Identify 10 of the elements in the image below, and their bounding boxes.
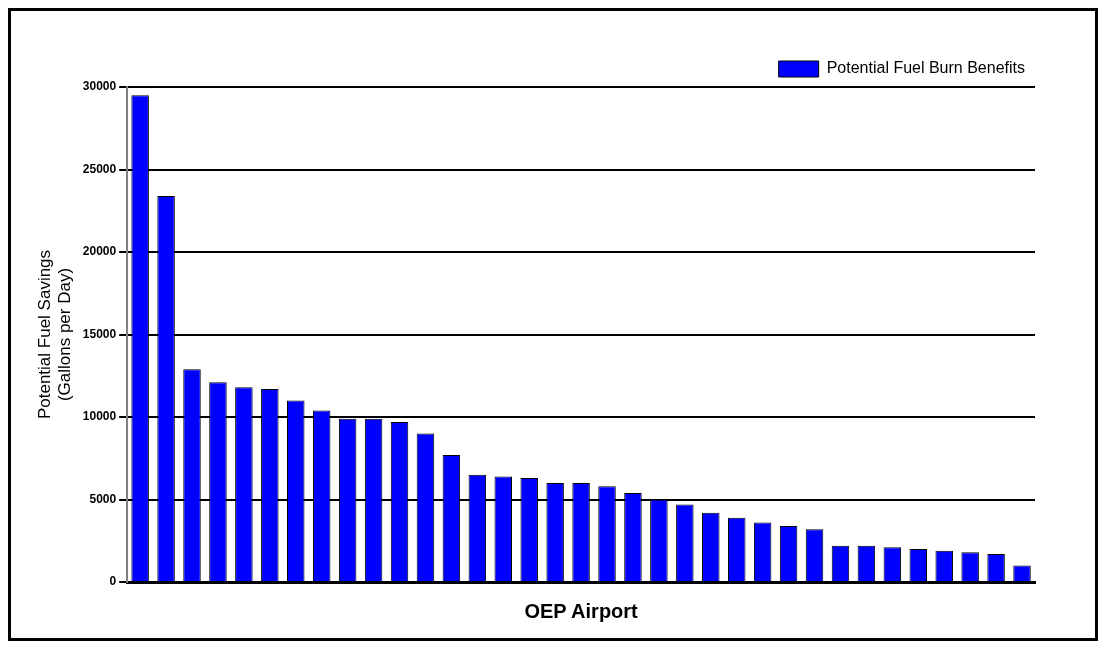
x-axis-title: OEP Airport	[524, 599, 639, 622]
y-tick-label: 30000	[82, 79, 117, 94]
y-tick-label: 5000	[89, 491, 117, 506]
y-tick-label: 20000	[82, 244, 117, 259]
y-tick-label: 25000	[82, 161, 117, 176]
y-axis-title: Potential Fuel Savings (Gallons per Day)	[34, 249, 75, 420]
legend-label: Potential Fuel Burn Benefits	[826, 59, 1026, 77]
y-tick-label: 10000	[82, 409, 117, 424]
y-tick-label: 0	[109, 574, 117, 589]
y-tick-label: 15000	[82, 326, 117, 341]
